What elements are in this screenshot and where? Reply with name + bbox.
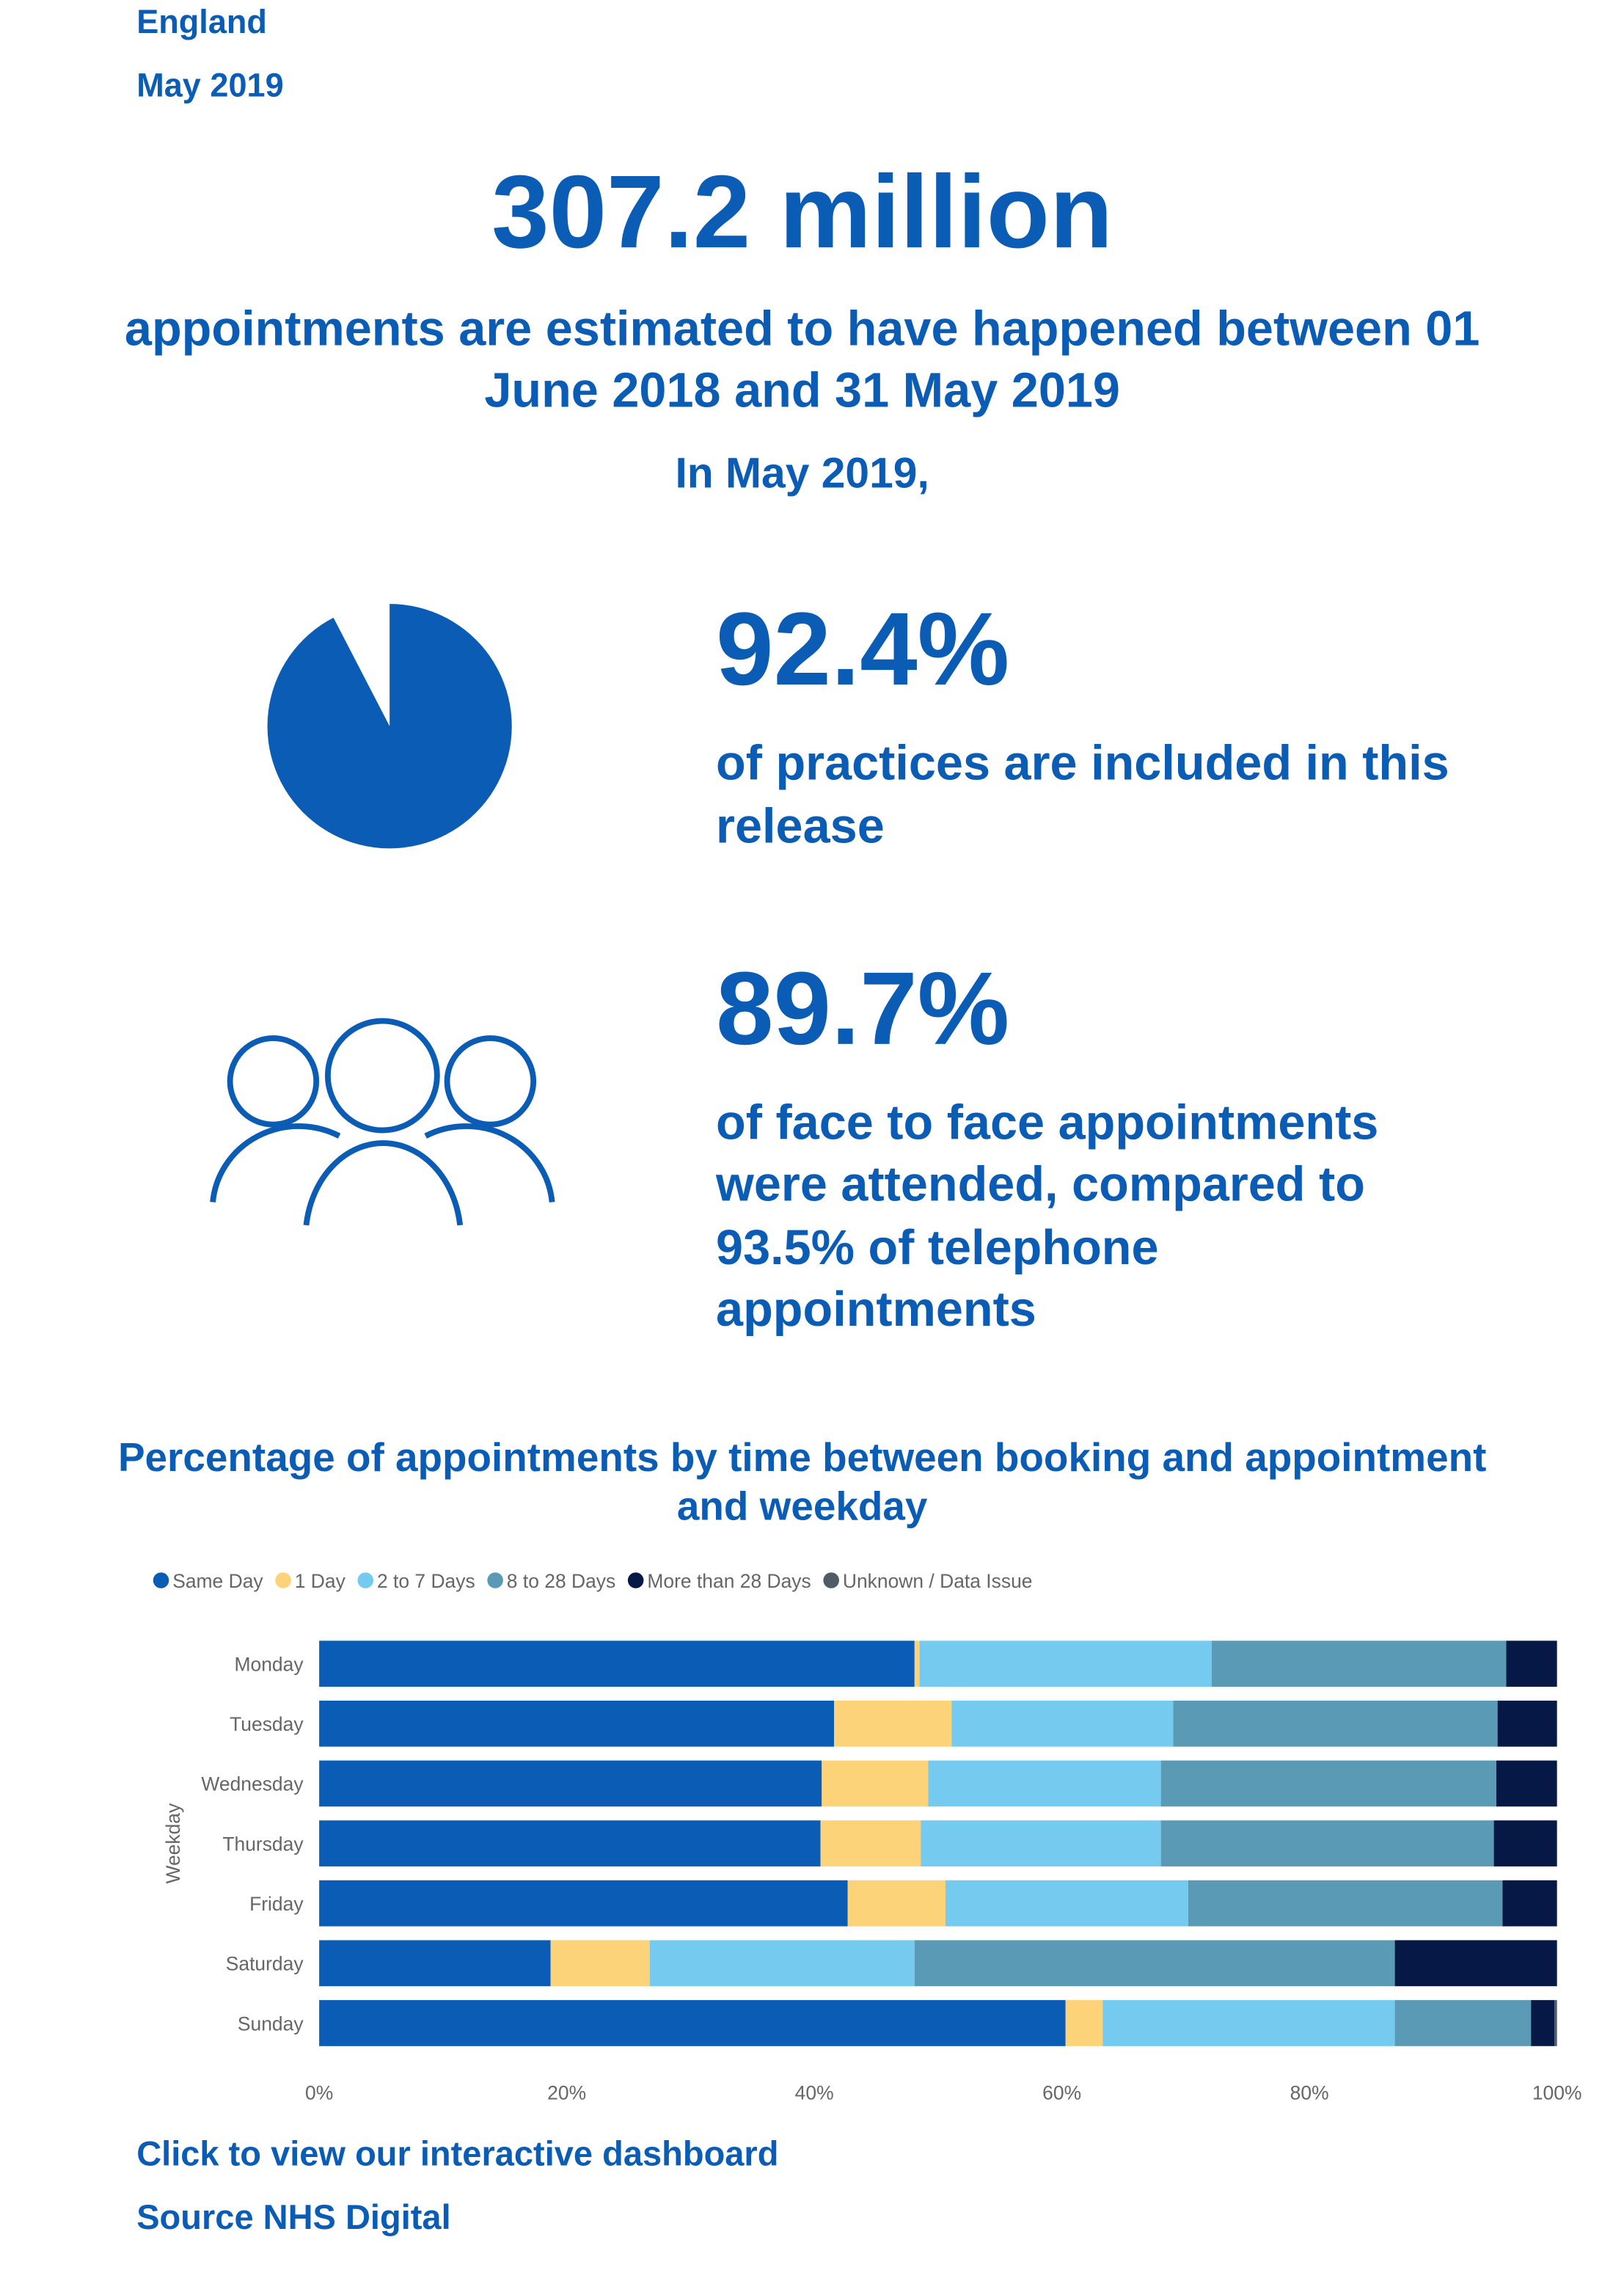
legend-marker [275, 1572, 291, 1588]
chart: Same Day 1 Day 2 to 7 Days 8 to 28 Days More… [153, 1570, 1582, 2104]
bar-segment [649, 1940, 915, 1987]
stat-number: 92.4% [716, 591, 1009, 707]
bar-segment [1065, 2000, 1103, 2046]
bar-segment [1493, 1820, 1557, 1866]
x-tick-label: 100% [1532, 2082, 1582, 2104]
legend-label: More than 28 Days [647, 1570, 811, 1592]
bar-segment [928, 1760, 1161, 1807]
bar-segment [319, 1700, 835, 1747]
bar-segment [834, 1700, 952, 1747]
bar-segment [921, 1820, 1161, 1866]
y-tick-label: Monday [235, 1653, 304, 1675]
x-tick-label: 40% [795, 2082, 834, 2104]
bar-segment [1502, 1880, 1557, 1927]
stat-text: of practices are included in this [716, 736, 1449, 790]
legend-marker [627, 1572, 644, 1588]
legend-label: 1 Day [295, 1570, 346, 1592]
region: England [136, 3, 267, 40]
y-tick-label: Wednesday [201, 1773, 304, 1795]
dashboard-link[interactable]: Click to view our interactive dashboard [136, 2134, 778, 2173]
chart-title: Percentage of appointments by time betwe… [118, 1434, 1486, 1480]
bar-segment [1394, 1940, 1557, 1987]
source: Source NHS Digital [136, 2197, 450, 2236]
bar-segment [1394, 2000, 1532, 2046]
bar-segment [919, 1641, 1212, 1687]
y-tick-label: Friday [249, 1893, 304, 1915]
period: May 2019 [136, 66, 283, 103]
legend-marker [357, 1572, 374, 1588]
bar-segment [945, 1880, 1188, 1927]
legend-marker [153, 1572, 169, 1588]
bar-segment [1211, 1641, 1507, 1687]
bar-segment [914, 1641, 920, 1687]
bar-segment [319, 2000, 1066, 2046]
legend-label: Same Day [172, 1570, 263, 1592]
y-tick-label: Thursday [222, 1833, 304, 1855]
bar-segment [914, 1940, 1395, 1987]
bar-segment [1506, 1641, 1557, 1687]
bar-segment [319, 1641, 915, 1687]
y-tick-label: Sunday [238, 2012, 304, 2034]
x-tick-label: 20% [547, 2082, 586, 2104]
legend-marker [823, 1572, 839, 1588]
y-tick-label: Tuesday [230, 1713, 304, 1735]
x-tick-label: 80% [1290, 2082, 1329, 2104]
bar-segment [820, 1820, 921, 1866]
bar-segment [319, 1820, 821, 1866]
bar-segment [319, 1940, 551, 1987]
intro: In May 2019, [675, 449, 929, 497]
bar-segment [1160, 1760, 1496, 1807]
bar-segment [1160, 1820, 1494, 1866]
x-tick-label: 0% [305, 2082, 333, 2104]
bar-segment [1497, 1700, 1557, 1747]
stat-text: release [716, 800, 885, 854]
bar-segment [319, 1760, 822, 1807]
legend-label: Unknown / Data Issue [843, 1570, 1033, 1592]
bar-segment [1531, 2000, 1555, 2046]
headline-number: 307.2 million [491, 153, 1113, 269]
bar-segment [550, 1940, 650, 1987]
stat-text: 93.5% of telephone [716, 1221, 1158, 1275]
bar-segment [1496, 1760, 1557, 1807]
y-tick-label: Saturday [226, 1953, 304, 1975]
stat-text: of face to face appointments [716, 1095, 1378, 1150]
bar-segment [951, 1700, 1174, 1747]
bar-segment [1173, 1700, 1498, 1747]
bar-segment [1188, 1880, 1503, 1927]
stat-text: appointments [716, 1282, 1036, 1337]
stat-text: were attended, compared to [715, 1158, 1365, 1212]
legend-label: 8 to 28 Days [507, 1570, 615, 1592]
bar-segment [1554, 2000, 1557, 2046]
people-icon [210, 1018, 555, 1226]
y-axis-title: Weekday [162, 1803, 184, 1884]
bar-segment [822, 1760, 929, 1807]
legend-marker [487, 1572, 503, 1588]
headline-text: June 2018 and 31 May 2019 [484, 364, 1120, 418]
legend-label: 2 to 7 Days [377, 1570, 475, 1592]
chart-title: and weekday [677, 1483, 928, 1529]
bar-segment [319, 1880, 848, 1927]
bar-segment [1102, 2000, 1395, 2046]
pie-icon [267, 604, 512, 849]
bar-segment [847, 1880, 946, 1927]
headline-text: appointments are estimated to have happe… [125, 302, 1479, 356]
stat-number: 89.7% [716, 950, 1009, 1066]
x-tick-label: 60% [1042, 2082, 1081, 2104]
